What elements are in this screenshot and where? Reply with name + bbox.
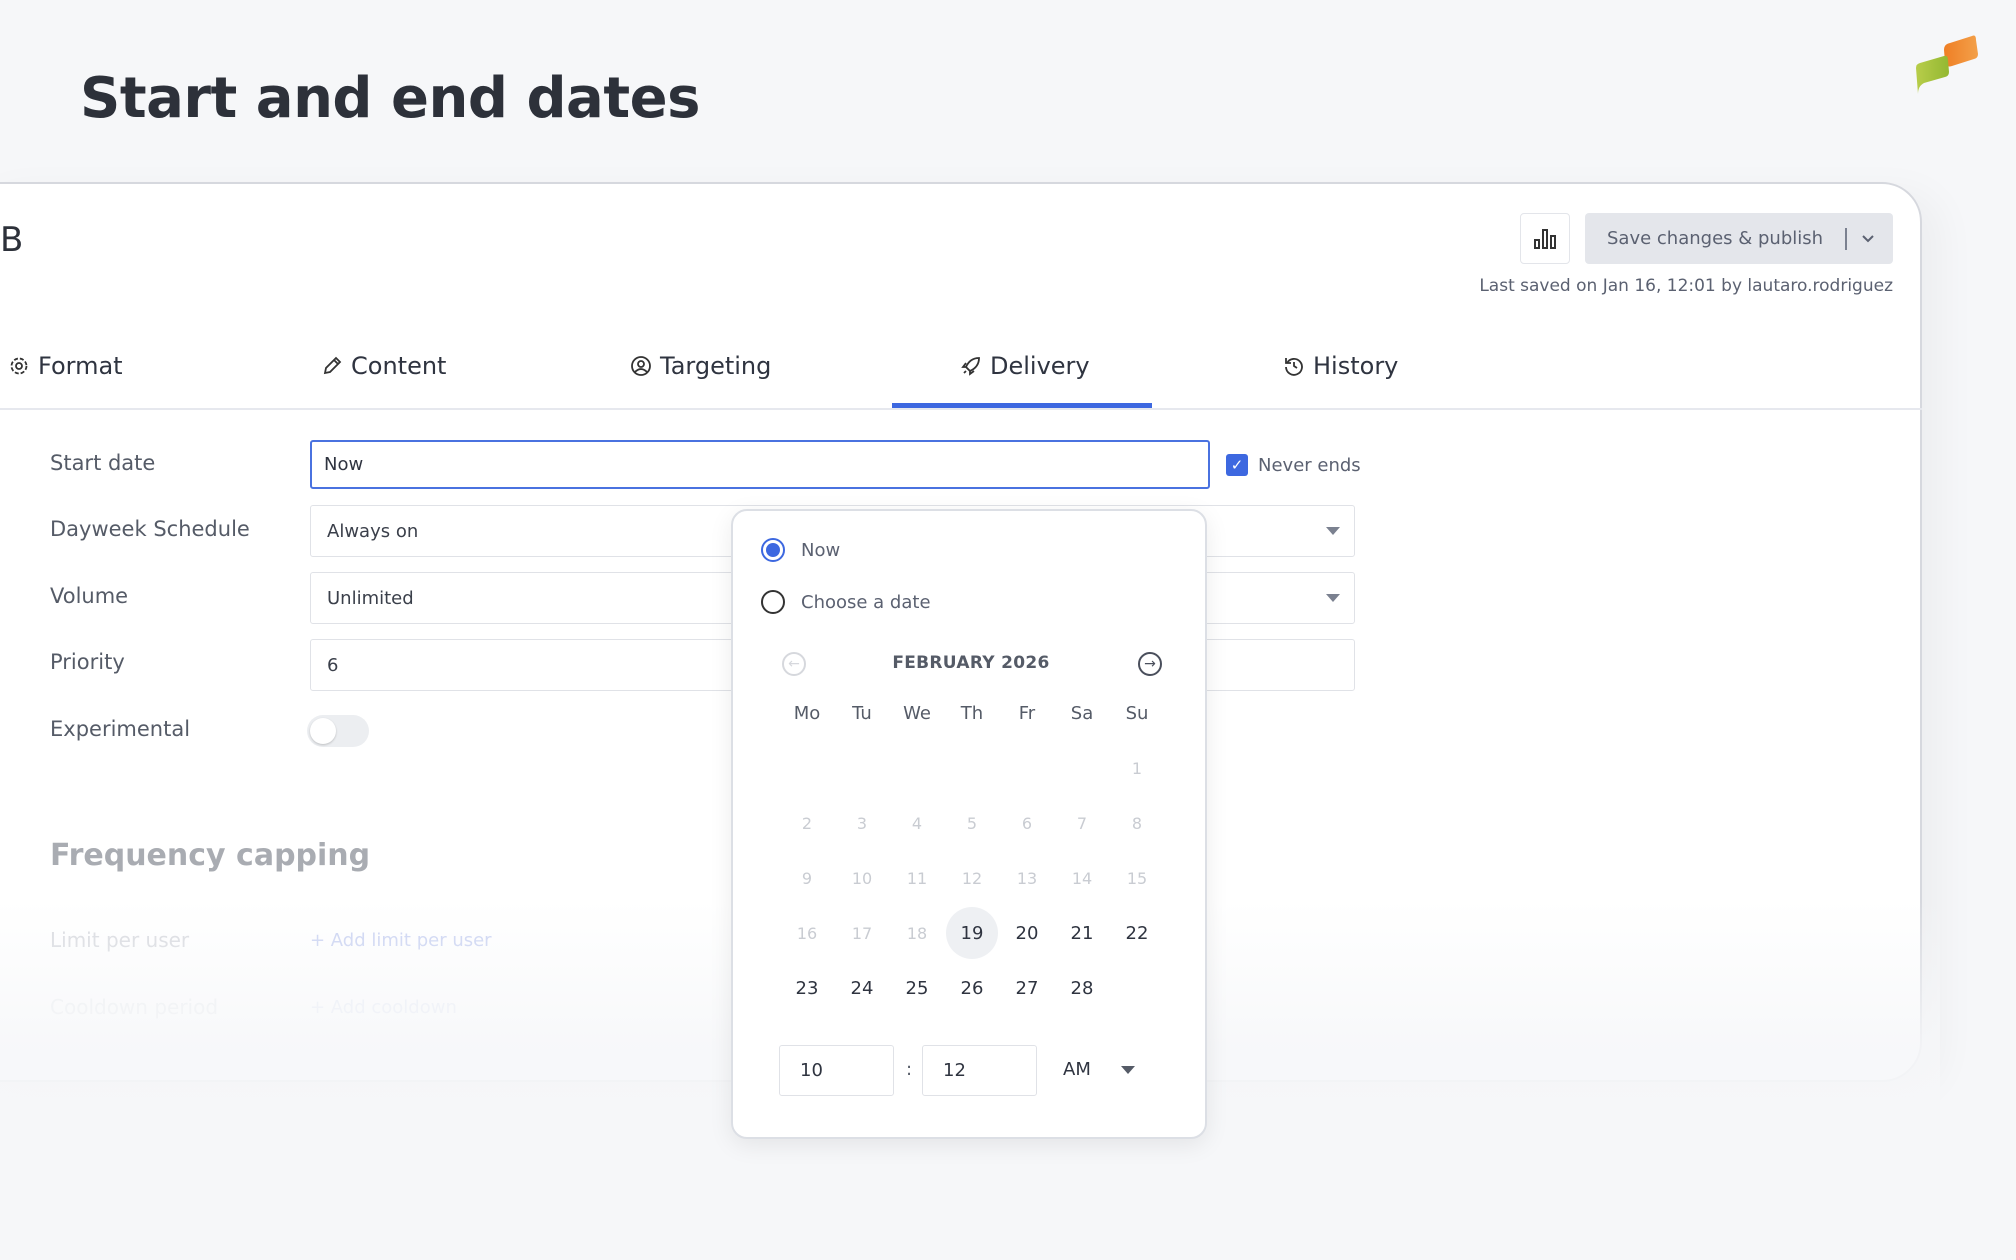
- add-limit-link[interactable]: + Add limit per user: [310, 930, 492, 951]
- weekday-header: Tu: [852, 702, 872, 724]
- save-publish-button[interactable]: Save changes & publish: [1585, 213, 1893, 264]
- calendar-day-disabled: 18: [906, 923, 928, 943]
- calendar-day-disabled: 16: [796, 923, 818, 943]
- calendar-day-disabled: 15: [1126, 868, 1148, 888]
- start-date-input[interactable]: Now: [310, 440, 1210, 489]
- calendar-day[interactable]: 26: [960, 977, 984, 999]
- page-title: Start and end dates: [80, 66, 700, 131]
- active-tab-indicator: [892, 403, 1152, 408]
- tab-label: History: [1313, 352, 1399, 380]
- radio-label: Choose a date: [801, 591, 931, 613]
- calendar-day[interactable]: 19: [946, 907, 998, 959]
- user-circle-icon: [631, 356, 651, 376]
- tab-label: Delivery: [990, 352, 1090, 380]
- calendar-day-disabled: 6: [1021, 813, 1033, 833]
- next-month-arrow-icon[interactable]: →: [1138, 652, 1162, 676]
- frequency-capping-title: Frequency capping: [50, 838, 371, 873]
- calendar-day-disabled: 7: [1076, 813, 1088, 833]
- never-ends-checkbox[interactable]: ✓ Never ends: [1226, 454, 1361, 476]
- experimental-toggle[interactable]: [307, 715, 369, 747]
- last-saved-text: Last saved on Jan 16, 12:01 by lautaro.r…: [1479, 276, 1893, 296]
- tab-label: Targeting: [660, 352, 772, 380]
- date-picker-popup: Now Choose a date ← FEBRUARY 2026 → Mo Tu…: [731, 509, 1207, 1139]
- tab-format[interactable]: Format: [8, 352, 123, 380]
- priority-label: Priority: [50, 650, 125, 674]
- month-title: FEBRUARY 2026: [892, 653, 1050, 673]
- pencil-icon: [323, 356, 342, 375]
- calendar-day[interactable]: 22: [1125, 922, 1149, 944]
- ampm-select[interactable]: AM: [1063, 1059, 1135, 1080]
- toggle-knob: [310, 718, 336, 744]
- calendar-day-disabled: 14: [1071, 868, 1093, 888]
- radio-choose-date[interactable]: Choose a date: [761, 590, 931, 614]
- caret-down-icon: [1326, 527, 1340, 535]
- calendar-day-disabled: 4: [911, 813, 923, 833]
- tab-delivery[interactable]: Delivery: [960, 352, 1090, 380]
- ampm-value: AM: [1063, 1059, 1091, 1080]
- calendar-day[interactable]: 28: [1070, 977, 1094, 999]
- weekday-header: Th: [960, 702, 984, 724]
- history-icon: [1285, 358, 1303, 376]
- save-publish-label: Save changes & publish: [1607, 228, 1824, 249]
- start-date-label: Start date: [50, 451, 156, 475]
- dayweek-value: Always on: [327, 520, 419, 542]
- weekday-header: Fr: [1018, 702, 1036, 724]
- calendar-day-disabled: 12: [961, 868, 983, 888]
- calendar-day-disabled: 17: [851, 923, 873, 943]
- volume-value: Unlimited: [327, 587, 414, 609]
- radio-label: Now: [801, 539, 841, 561]
- calendar-day-disabled: 1: [1131, 758, 1143, 778]
- weekday-header: We: [903, 702, 931, 724]
- button-divider: [1845, 227, 1848, 250]
- radio-selected-icon[interactable]: [761, 538, 785, 562]
- calendar-day-disabled: 9: [801, 868, 813, 888]
- tab-content[interactable]: Content: [321, 352, 446, 380]
- calendar-day[interactable]: 20: [1015, 922, 1039, 944]
- bar-chart-icon: [1534, 228, 1556, 249]
- chevron-down-icon[interactable]: [1861, 234, 1875, 244]
- radio-now[interactable]: Now: [761, 538, 840, 562]
- experimental-label: Experimental: [50, 717, 191, 741]
- never-ends-label: Never ends: [1258, 454, 1361, 476]
- rocket-icon: [961, 357, 980, 376]
- brand-logo: [1916, 35, 1978, 94]
- limit-per-user-label: Limit per user: [50, 928, 190, 952]
- calendar-day[interactable]: 25: [905, 977, 929, 999]
- tab-label: Content: [351, 352, 447, 380]
- caret-down-icon: [1120, 1065, 1135, 1074]
- hour-input[interactable]: 10: [779, 1045, 894, 1096]
- calendar-day[interactable]: 23: [795, 977, 819, 999]
- calendar-day-disabled: 5: [966, 813, 978, 833]
- stats-button[interactable]: [1520, 213, 1570, 264]
- calendar-day[interactable]: 24: [850, 977, 874, 999]
- time-separator: :: [906, 1059, 913, 1080]
- weekday-header: Sa: [1070, 702, 1094, 724]
- calendar-day[interactable]: 27: [1015, 977, 1039, 999]
- weekday-header: Su: [1125, 702, 1149, 724]
- checkbox-checked-icon[interactable]: ✓: [1226, 454, 1248, 476]
- radio-unselected-icon[interactable]: [761, 590, 785, 614]
- weekday-header: Mo: [793, 702, 821, 724]
- tab-targeting[interactable]: Targeting: [630, 352, 771, 380]
- caret-down-icon: [1326, 594, 1340, 602]
- calendar-day-disabled: 8: [1131, 813, 1143, 833]
- calendar-day-disabled: 13: [1016, 868, 1038, 888]
- cooldown-label: Cooldown period: [50, 995, 219, 1019]
- calendar-day-disabled: 2: [801, 813, 813, 833]
- calendar-day[interactable]: 21: [1070, 922, 1094, 944]
- calendar-day-disabled: 10: [851, 868, 873, 888]
- volume-label: Volume: [50, 584, 129, 608]
- minute-input[interactable]: 12: [922, 1045, 1037, 1096]
- gear-icon: [10, 357, 28, 375]
- tab-history[interactable]: History: [1283, 352, 1398, 380]
- add-cooldown-link[interactable]: + Add cooldown: [310, 997, 457, 1018]
- tabs-divider: [0, 408, 1922, 410]
- calendar-day-disabled: 11: [906, 868, 928, 888]
- dayweek-label: Dayweek Schedule: [50, 517, 250, 541]
- tab-label: Format: [38, 352, 123, 380]
- prev-month-arrow-icon[interactable]: ←: [782, 652, 806, 676]
- calendar-day-disabled: 3: [856, 813, 868, 833]
- campaign-name: B: [0, 220, 24, 260]
